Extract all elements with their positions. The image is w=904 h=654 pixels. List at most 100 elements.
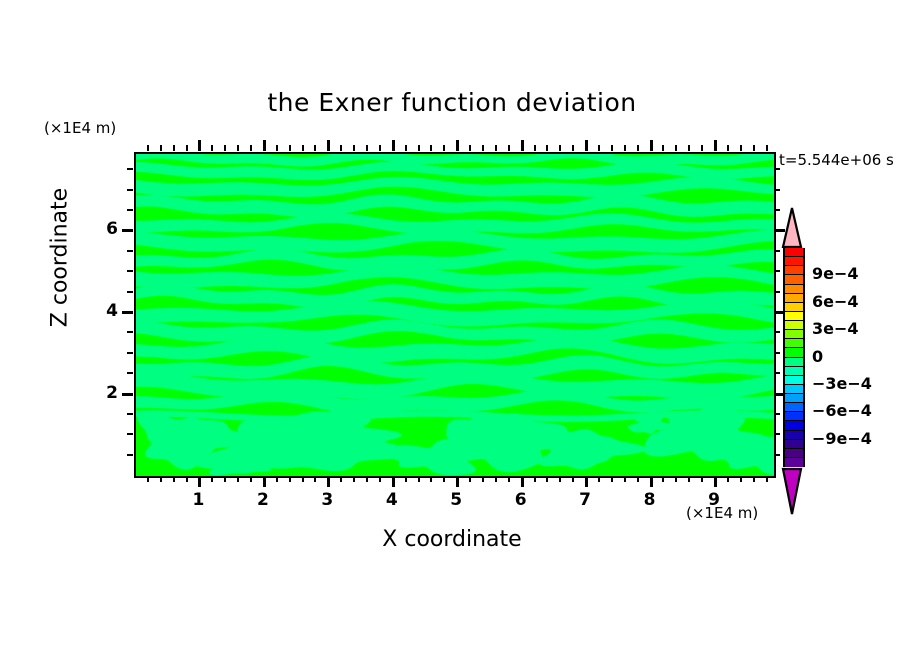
x-minor-tick (430, 476, 433, 482)
x-minor-tick (224, 476, 227, 482)
x-minor-tick (507, 476, 510, 482)
colorbar-band (785, 284, 803, 294)
y-minor-tick-right (774, 372, 780, 375)
y-minor-tick (127, 351, 133, 354)
colorbar-tick-label: −9e−4 (812, 428, 872, 448)
x-major-tick (585, 476, 589, 487)
colorbar-band (785, 357, 803, 367)
colorbar-band (785, 439, 803, 449)
x-minor-tick-top (430, 145, 433, 151)
x-axis-unit-label: (×1E4 m) (686, 504, 759, 522)
x-minor-tick (533, 476, 536, 482)
y-minor-tick (127, 453, 133, 456)
y-major-tick-right (774, 311, 785, 314)
y-minor-tick (127, 290, 133, 293)
colorbar-tick-label: −3e−4 (812, 373, 872, 393)
colorbar-band (785, 321, 803, 331)
x-minor-tick (623, 476, 626, 482)
x-minor-tick (494, 476, 497, 482)
x-minor-tick-top (340, 145, 343, 151)
x-minor-tick-top (688, 145, 691, 151)
x-minor-tick-top (159, 145, 162, 151)
colorbar-band (785, 403, 803, 413)
x-major-tick-top (520, 140, 524, 151)
x-major-tick-top (262, 140, 266, 151)
x-minor-tick (366, 476, 368, 482)
x-minor-tick (688, 476, 691, 482)
y-tick-label: 2 (106, 382, 118, 403)
x-major-tick-top (198, 140, 202, 151)
x-major-tick (520, 476, 524, 487)
x-minor-tick-top (636, 145, 639, 151)
y-major-tick (122, 392, 133, 396)
colorbar-band (785, 266, 803, 276)
x-tick-label: 3 (321, 490, 334, 510)
x-major-tick-top (327, 140, 331, 151)
y-minor-tick-right (774, 453, 780, 456)
x-minor-tick (378, 476, 381, 482)
x-minor-tick (636, 476, 639, 482)
x-minor-tick (726, 476, 729, 482)
x-major-tick (456, 476, 460, 487)
x-axis-title: X coordinate (382, 527, 522, 552)
x-minor-tick (572, 476, 575, 482)
x-minor-tick-top (623, 145, 626, 151)
contour-plot-frame (134, 152, 776, 478)
x-minor-tick (662, 476, 665, 482)
y-axis-unit-label: (×1E4 m) (44, 119, 117, 137)
timestamp-annotation: t=5.544e+06 s (779, 151, 894, 169)
y-minor-tick (127, 249, 133, 252)
contour-field (136, 154, 774, 476)
y-minor-tick-right (774, 249, 780, 252)
colorbar-band (785, 457, 803, 467)
x-tick-label: 1 (192, 490, 205, 510)
x-minor-tick-top (482, 145, 484, 151)
y-minor-tick (127, 188, 133, 191)
x-minor-tick (275, 476, 278, 482)
x-major-tick (327, 476, 331, 487)
y-minor-tick (127, 331, 133, 334)
x-minor-tick (417, 476, 420, 482)
x-minor-tick (404, 476, 407, 482)
x-minor-tick-top (739, 145, 742, 151)
colorbar-band (785, 248, 803, 258)
x-minor-tick-top (301, 145, 304, 151)
colorbar-under-arrow (781, 467, 803, 515)
x-major-tick-top (649, 140, 653, 151)
page-title: the Exner function deviation (267, 88, 637, 117)
y-minor-tick (127, 209, 133, 212)
x-minor-tick-top (469, 145, 472, 151)
x-minor-tick (237, 476, 240, 482)
x-minor-tick-top (404, 145, 407, 151)
y-minor-tick (127, 168, 133, 171)
x-minor-tick-top (250, 145, 252, 151)
colorbar-band (785, 311, 803, 321)
x-minor-tick-top (675, 145, 678, 151)
x-minor-tick-top (752, 145, 755, 151)
y-tick-label: 4 (106, 301, 118, 321)
y-minor-tick-right (774, 188, 780, 191)
x-major-tick-top (391, 140, 395, 151)
x-minor-tick-top (662, 145, 665, 151)
x-minor-tick (288, 476, 291, 482)
x-minor-tick (301, 476, 304, 482)
y-axis-title: Z coordinate (47, 187, 73, 328)
x-minor-tick-top (765, 145, 768, 151)
x-minor-tick-top (378, 145, 381, 151)
y-major-tick (122, 311, 133, 314)
colorbar (783, 248, 805, 467)
colorbar-band (785, 421, 803, 431)
colorbar-band (785, 448, 803, 458)
y-minor-tick-right (774, 290, 780, 293)
x-minor-tick (250, 476, 252, 482)
x-major-tick (262, 476, 266, 487)
x-minor-tick (353, 476, 356, 482)
colorbar-band (785, 302, 803, 312)
y-minor-tick-right (774, 433, 780, 436)
x-minor-tick-top (726, 145, 729, 151)
x-major-tick-top (585, 140, 589, 151)
y-major-tick (122, 229, 133, 233)
y-minor-tick (127, 372, 133, 375)
colorbar-over-arrow (781, 207, 803, 248)
y-minor-tick-right (774, 351, 780, 354)
